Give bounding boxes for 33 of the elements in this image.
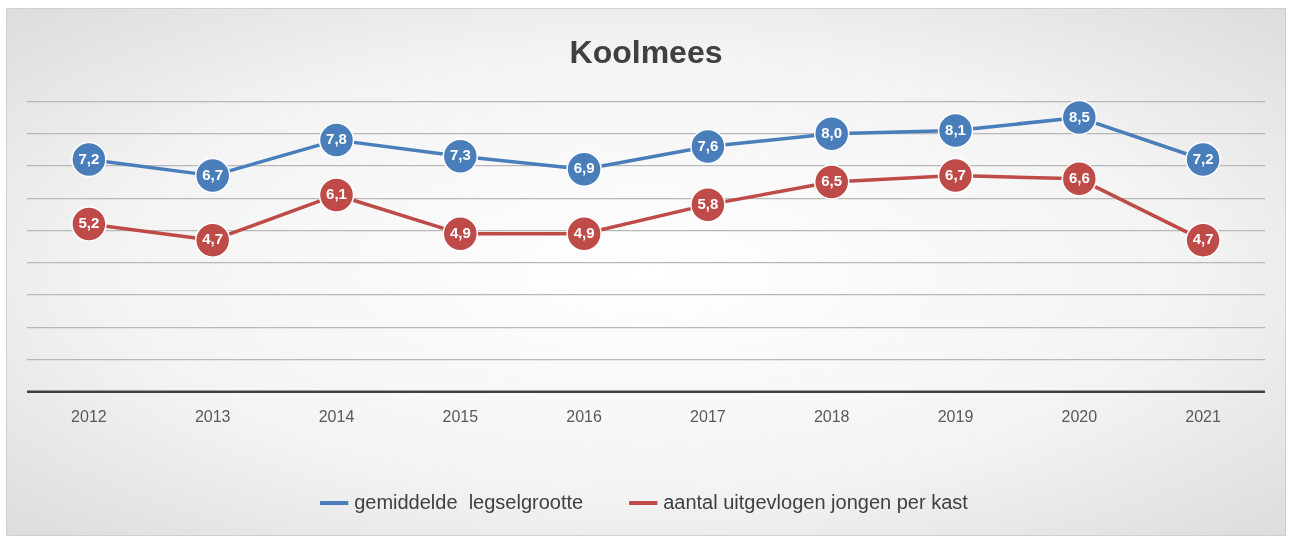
legend-label: gemiddelde legselgrootte (354, 490, 584, 513)
data-label: 6,1 (326, 185, 347, 203)
data-label: 7,6 (697, 136, 719, 154)
data-label: 4,7 (1192, 230, 1214, 248)
data-label: 6,5 (821, 172, 843, 190)
data-label: 8,5 (1068, 107, 1090, 125)
x-tick-label: 2018 (813, 407, 850, 425)
data-label: 6,6 (1068, 168, 1090, 186)
data-label: 6,7 (202, 165, 224, 183)
x-tick-label: 2013 (194, 407, 231, 425)
data-label: 7,2 (78, 149, 100, 167)
x-tick-label: 2015 (442, 407, 479, 425)
data-label: 7,3 (449, 146, 471, 164)
data-label: 4,9 (573, 223, 595, 241)
data-label: 7,2 (1192, 149, 1214, 167)
data-label: 6,9 (573, 159, 595, 177)
x-tick-label: 2021 (1185, 407, 1221, 425)
x-tick-label: 2012 (71, 407, 107, 425)
data-label: 8,0 (821, 123, 843, 141)
data-label: 7,8 (326, 130, 347, 148)
data-label: 6,7 (945, 165, 966, 183)
legend-label: aantal uitgevlogen jongen per kast (663, 490, 969, 513)
data-label: 5,8 (697, 194, 719, 212)
x-tick-label: 2019 (937, 407, 974, 425)
data-label: 4,7 (202, 230, 224, 248)
x-tick-label: 2020 (1061, 407, 1098, 425)
x-tick-label: 2016 (566, 407, 602, 425)
x-tick-label: 2017 (690, 407, 726, 425)
data-label: 4,9 (449, 223, 471, 241)
data-label: 5,2 (78, 214, 100, 232)
chart-title: Koolmees (569, 34, 723, 71)
data-label: 8,1 (945, 120, 966, 138)
x-tick-label: 2014 (318, 407, 355, 425)
